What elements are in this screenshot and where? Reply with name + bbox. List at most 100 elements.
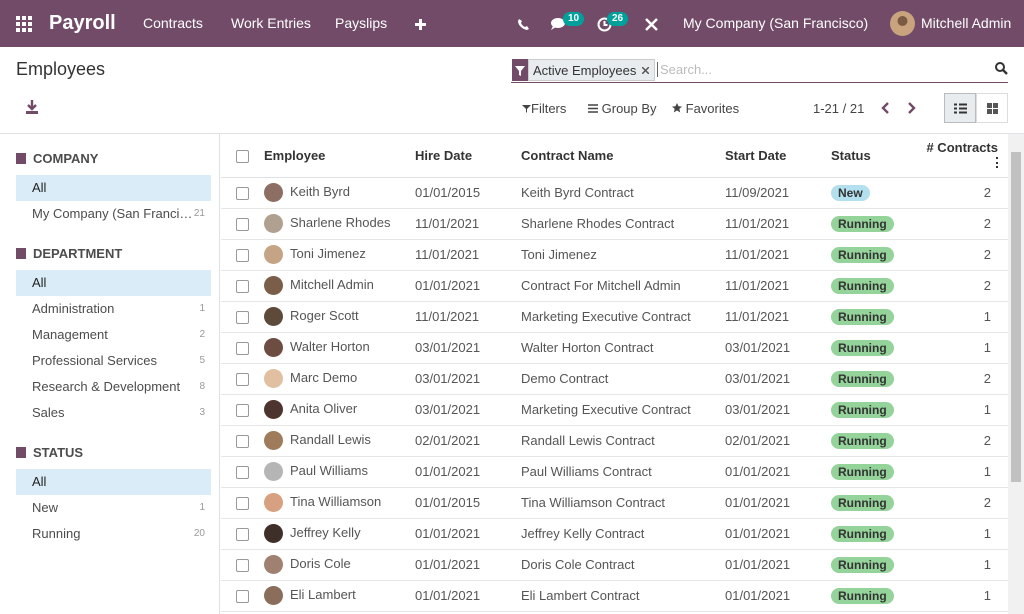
table-row[interactable]: Jeffrey Kelly 01/01/2021 Jeffrey Kelly Con…	[221, 518, 1008, 550]
checkbox[interactable]	[236, 373, 249, 387]
filter-item[interactable]: New 1	[16, 495, 211, 521]
table-row[interactable]: Roger Scott 11/01/2021 Marketing Executive…	[221, 301, 1008, 333]
search-facet[interactable]: Active Employees	[528, 59, 656, 81]
table-row[interactable]: Toni Jimenez 11/01/2021 Toni Jimenez 11/01/…	[221, 239, 1008, 271]
contracts-count: 2	[915, 363, 1008, 395]
checkbox[interactable]	[236, 149, 249, 163]
hire-date: 01/01/2021	[406, 549, 512, 581]
contract-name: Paul Williams Contract	[512, 456, 716, 488]
plus-icon[interactable]	[415, 19, 426, 30]
download-icon[interactable]	[25, 100, 39, 114]
checkbox[interactable]	[236, 187, 249, 201]
pager[interactable]: 1-21 / 21	[813, 101, 865, 116]
employee-name: Sharlene Rhodes	[290, 214, 391, 230]
filter-item[interactable]: All	[16, 175, 211, 201]
filter-item[interactable]: Sales 3	[16, 400, 211, 426]
checkbox[interactable]	[236, 497, 249, 511]
filter-label: Management	[32, 327, 108, 342]
column-header[interactable]: # Contracts	[915, 134, 1008, 178]
list-view-button[interactable]	[944, 93, 976, 123]
table-row[interactable]: Keith Byrd 01/01/2015 Keith Byrd Contract 1…	[221, 177, 1008, 209]
checkbox[interactable]	[236, 466, 249, 480]
column-label: Hire Date	[415, 147, 473, 163]
checkbox[interactable]	[236, 311, 249, 325]
scrollbar-thumb[interactable]	[1011, 152, 1021, 482]
checkbox[interactable]	[236, 528, 249, 542]
checkbox[interactable]	[236, 249, 249, 263]
table-row[interactable]: Randall Lewis 02/01/2021 Randall Lewis Con…	[221, 425, 1008, 457]
filters-button[interactable]: Filters	[522, 101, 566, 116]
filter-label: Administration	[32, 301, 115, 316]
checkbox[interactable]	[236, 435, 249, 449]
menu-item[interactable]: Work Entries	[231, 15, 311, 31]
group-by-label: Group By	[601, 101, 657, 116]
filter-label: Professional Services	[32, 353, 157, 368]
company-switcher[interactable]: My Company (San Francisco)	[683, 15, 869, 31]
table-row[interactable]: Marc Demo 03/01/2021 Demo Contract 03/01/20…	[221, 363, 1008, 395]
pager-next[interactable]	[907, 102, 917, 114]
filter-item[interactable]: All	[16, 469, 211, 495]
filter-item[interactable]: My Company (San Franci… 21	[16, 201, 211, 227]
cell: Running	[822, 363, 915, 395]
checkbox[interactable]	[236, 404, 249, 418]
table-row[interactable]: Doris Cole 01/01/2021 Doris Cole Contract 0…	[221, 549, 1008, 581]
checkbox[interactable]	[236, 590, 249, 604]
contracts-count: 2	[915, 487, 1008, 519]
table-row[interactable]: Sharlene Rhodes 11/01/2021 Sharlene Rhodes…	[221, 208, 1008, 240]
hire-date: 01/01/2021	[406, 270, 512, 302]
search-icon[interactable]	[995, 62, 1008, 75]
group-by-button[interactable]: Group By	[588, 101, 657, 116]
filter-item[interactable]: Management 2	[16, 322, 211, 348]
row-select	[221, 301, 255, 333]
tools-icon[interactable]	[645, 18, 658, 31]
filter-label: All	[32, 275, 47, 290]
app-name[interactable]: Payroll	[49, 12, 116, 34]
filter-item[interactable]: Administration 1	[16, 296, 211, 322]
checkbox[interactable]	[236, 280, 249, 294]
column-label: # Contracts	[926, 140, 998, 156]
scrollbar	[1008, 134, 1024, 614]
status-badge: Running	[831, 308, 894, 325]
kanban-view-button[interactable]	[976, 93, 1008, 123]
filter-item[interactable]: All	[16, 270, 211, 296]
favorites-button[interactable]: Favorites	[672, 101, 739, 116]
phone-icon[interactable]	[517, 18, 529, 30]
employee-name: Randall Lewis	[290, 431, 371, 447]
table-row[interactable]: Eli Lambert 01/01/2021 Eli Lambert Contrac…	[221, 580, 1008, 612]
menu-item[interactable]: Contracts	[143, 15, 203, 31]
filter-item[interactable]: Research & Development 8	[16, 374, 211, 400]
checkbox[interactable]	[236, 559, 249, 573]
table-row[interactable]: Anita Oliver 03/01/2021 Marketing Executiv…	[221, 394, 1008, 426]
search-input[interactable]: Search...	[657, 62, 712, 77]
pager-previous[interactable]	[880, 102, 890, 114]
checkbox[interactable]	[236, 342, 249, 356]
user-menu[interactable]: Mitchell Admin	[921, 15, 1012, 31]
column-header[interactable]: Hire Date	[406, 134, 512, 178]
table-row[interactable]: Tina Williamson 01/01/2015 Tina Williamson…	[221, 487, 1008, 519]
column-header[interactable]: Status	[822, 134, 915, 178]
column-options[interactable]	[996, 157, 998, 169]
employee-name: Keith Byrd	[290, 183, 350, 199]
cell: Running	[822, 208, 915, 240]
contract-name: Contract For Mitchell Admin	[512, 270, 716, 302]
chat-icon[interactable]	[550, 17, 566, 31]
filter-item[interactable]: Professional Services 5	[16, 348, 211, 374]
column-header[interactable]: Start Date	[716, 134, 822, 178]
section-title: STATUS	[33, 445, 84, 460]
table-row[interactable]: Paul Williams 01/01/2021 Paul Williams Con…	[221, 456, 1008, 488]
filter-item[interactable]: Running 20	[16, 521, 211, 547]
checkbox[interactable]	[236, 218, 249, 232]
column-header[interactable]: Employee	[255, 134, 406, 178]
apps-icon[interactable]	[16, 16, 32, 32]
filter-label: Running	[32, 526, 81, 541]
contract-name: Sharlene Rhodes Contract	[512, 208, 716, 240]
avatar	[264, 555, 283, 574]
menu-item[interactable]: Payslips	[335, 15, 388, 31]
table-row[interactable]: Mitchell Admin 01/01/2021 Contract For Mit…	[221, 270, 1008, 302]
column-header[interactable]: Contract Name	[512, 134, 716, 178]
column-label: Employee	[264, 147, 326, 163]
search-bar[interactable]: Active Employees Search...	[511, 58, 1008, 83]
user-avatar[interactable]	[890, 11, 915, 36]
start-date: 03/01/2021	[716, 363, 822, 395]
table-row[interactable]: Walter Horton 03/01/2021 Walter Horton Con…	[221, 332, 1008, 364]
